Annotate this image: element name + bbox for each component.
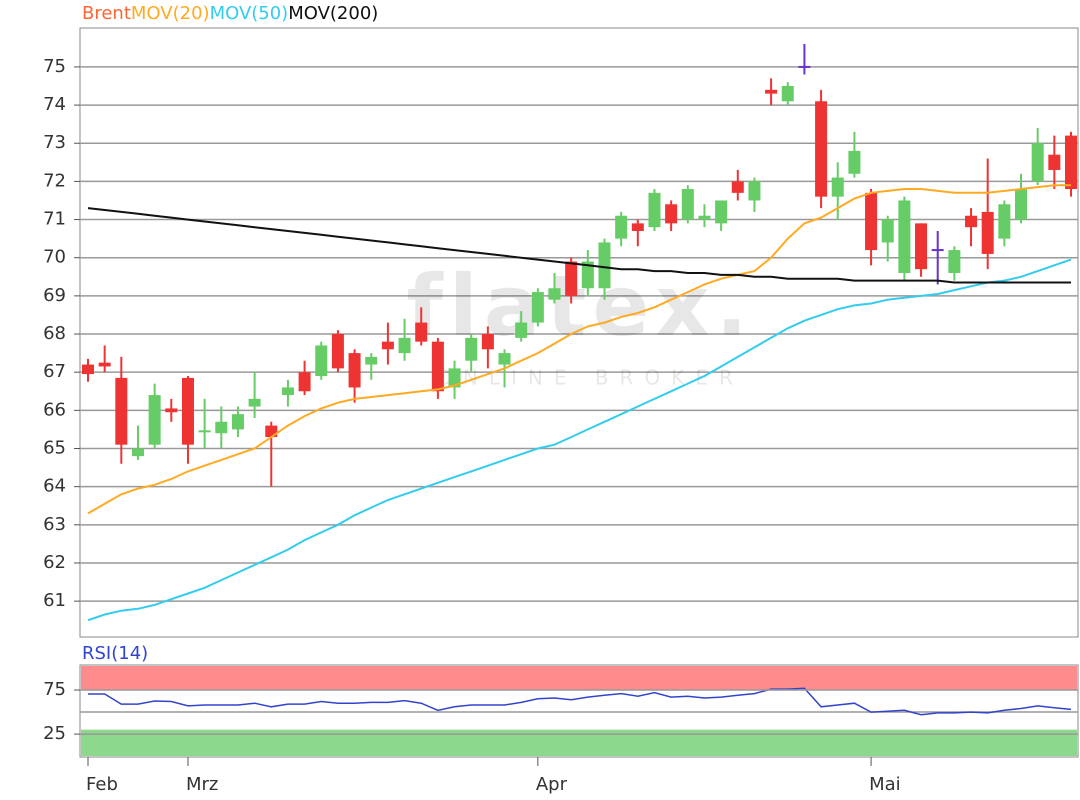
watermark-title: flatex.	[406, 257, 753, 355]
y-tick-label: 67	[43, 361, 66, 382]
candle-body	[82, 364, 94, 375]
candle-body	[781, 86, 794, 102]
candle-body	[815, 101, 828, 197]
y-tick-label: 71	[43, 209, 66, 230]
candle-body	[748, 181, 761, 201]
candle-body	[215, 421, 228, 434]
y-tick-label: 70	[43, 247, 66, 268]
candle-body	[515, 322, 528, 338]
y-tick-label: 75	[43, 679, 66, 700]
candle-body	[881, 219, 894, 243]
candle-body	[998, 204, 1011, 239]
moving-average-line	[87, 184, 1071, 515]
candle-body	[315, 345, 328, 376]
x-tick-label: Feb	[86, 774, 118, 795]
overbought-band	[81, 666, 1077, 691]
x-tick-label: Mai	[869, 774, 901, 795]
candle-body	[231, 414, 244, 430]
candle-body	[1031, 143, 1044, 182]
candle-body	[798, 65, 811, 68]
candle-body	[265, 425, 278, 438]
y-tick-label: 75	[43, 56, 66, 77]
moving-average-line	[87, 258, 1072, 622]
candle-body	[398, 337, 411, 354]
y-tick-label: 62	[43, 552, 66, 573]
moving-average-line	[87, 207, 1071, 284]
candle-body	[448, 368, 461, 388]
candle-body	[531, 292, 544, 323]
candle-body	[1015, 189, 1028, 220]
candle-body	[898, 200, 911, 273]
candle-body	[481, 334, 494, 350]
candle-body	[581, 261, 594, 289]
candle-body	[1048, 154, 1061, 170]
rsi-line	[88, 687, 1072, 716]
candle-body	[115, 377, 128, 445]
candle-body	[598, 242, 611, 289]
candle-body	[731, 181, 744, 193]
x-tick-label: Mrz	[186, 774, 218, 795]
y-tick-label: 63	[43, 514, 66, 535]
candle-body	[765, 89, 778, 94]
candle-body	[415, 322, 428, 342]
candle-body	[1065, 135, 1077, 190]
candle-body	[148, 395, 161, 445]
candle-body	[131, 448, 144, 457]
y-tick-label: 66	[43, 399, 66, 420]
candle-body	[831, 177, 844, 197]
y-tick-label: 25	[43, 723, 66, 744]
candle-body	[698, 215, 711, 220]
watermark-subtitle: ONLINE BROKER	[436, 366, 744, 390]
y-tick-label: 74	[43, 94, 66, 115]
candle-body	[98, 362, 111, 367]
candle-body	[915, 223, 928, 270]
candle-body	[381, 341, 394, 350]
candle-body	[948, 250, 961, 273]
candle-body	[565, 261, 578, 296]
legend-entry: MOV(200)	[288, 3, 378, 24]
candle-body	[181, 377, 194, 445]
x-tick-label: Apr	[536, 774, 568, 795]
candle-body	[165, 408, 178, 413]
rsi-title: RSI(14)	[82, 643, 148, 664]
candle-body	[431, 341, 444, 392]
candle-body	[365, 356, 378, 365]
legend-entry: MOV(20)	[131, 3, 210, 24]
y-tick-label: 64	[43, 476, 66, 497]
candle-body	[848, 150, 861, 174]
y-tick-label: 61	[43, 590, 66, 611]
candle-body	[248, 398, 261, 407]
candle-body	[198, 430, 211, 433]
candle-body	[331, 334, 344, 369]
legend: BrentMOV(20)MOV(50)MOV(200)	[82, 3, 378, 24]
candle-body	[715, 200, 728, 224]
y-tick-label: 73	[43, 132, 66, 153]
candle-body	[981, 211, 994, 254]
candle-body	[548, 288, 561, 300]
candle-body	[965, 215, 978, 228]
candle-body	[298, 372, 311, 392]
candle-body	[931, 249, 944, 252]
candle-body	[615, 215, 628, 239]
y-tick-label: 72	[43, 170, 66, 191]
y-tick-label: 69	[43, 285, 66, 306]
candle-body	[348, 353, 361, 388]
candle-body	[465, 337, 478, 361]
candle-body	[281, 387, 294, 396]
y-tick-label: 65	[43, 438, 66, 459]
candle-body	[648, 192, 661, 228]
y-tick-label: 68	[43, 323, 66, 344]
legend-entry: MOV(50)	[210, 3, 289, 24]
candle-body	[665, 204, 678, 224]
candle-body	[865, 192, 878, 251]
candle-body	[681, 189, 694, 220]
price-plot-frame	[79, 27, 1079, 638]
candle-body	[631, 223, 644, 231]
legend-entry: Brent	[82, 3, 131, 24]
candle-body	[498, 353, 511, 365]
